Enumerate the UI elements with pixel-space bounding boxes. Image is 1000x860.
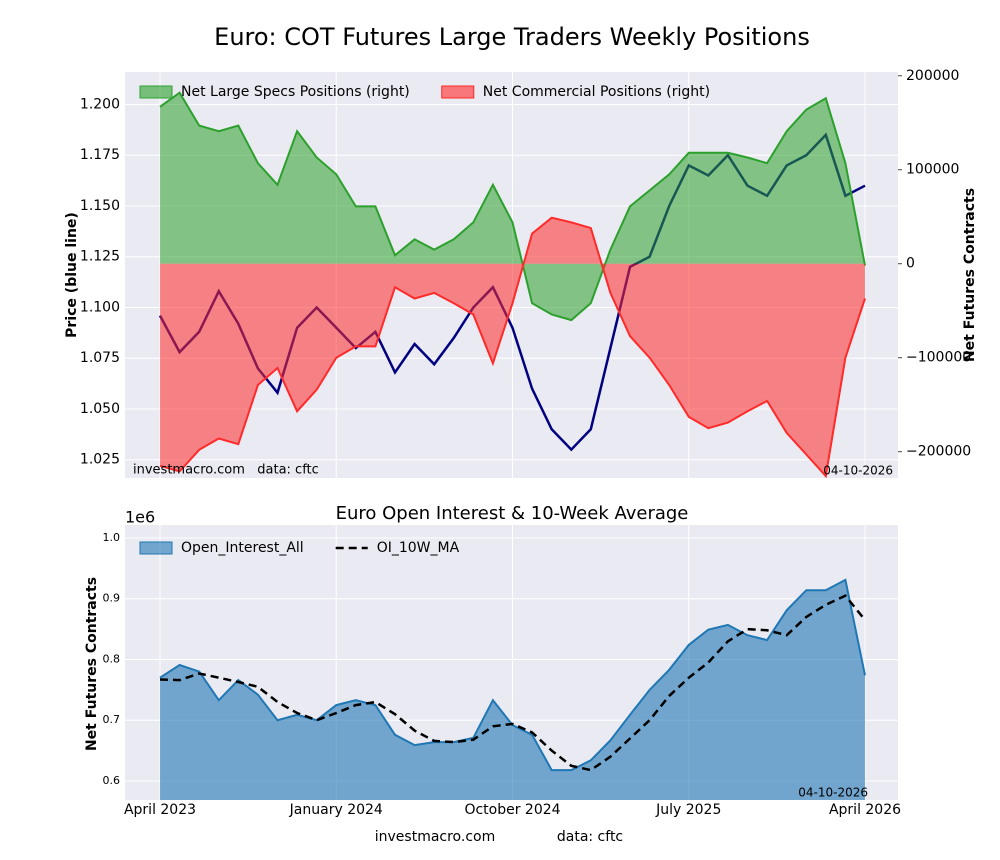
series-group bbox=[158, 91, 866, 478]
area-edge bbox=[159, 216, 866, 478]
legend-swatch bbox=[441, 85, 475, 99]
x-tick-label: April 2023 bbox=[124, 802, 196, 818]
line bbox=[159, 594, 866, 772]
y-axis-label: Price (blue line) bbox=[64, 212, 80, 338]
y2-tick-label: −100000 bbox=[906, 350, 971, 366]
x-tick-label: July 2025 bbox=[655, 802, 721, 818]
y-tick-label: 1.025 bbox=[80, 452, 120, 468]
chart-title: Euro: COT Futures Large Traders Weekly P… bbox=[214, 23, 810, 51]
chart-title: Euro Open Interest & 10-Week Average bbox=[336, 503, 689, 524]
legend-label: Net Commercial Positions (right) bbox=[483, 84, 710, 100]
y-tick-label: 1.150 bbox=[80, 198, 120, 214]
y2-tick-label: 100000 bbox=[906, 162, 959, 178]
y-tick-label: 1.200 bbox=[80, 96, 120, 112]
x-tick-label: January 2024 bbox=[289, 802, 383, 818]
y-tick-label: 0.6 bbox=[103, 774, 121, 787]
y-tick-label: 1.075 bbox=[80, 350, 120, 366]
area bbox=[160, 217, 865, 477]
y2-tick-label: 200000 bbox=[906, 68, 959, 84]
legend-label: Net Large Specs Positions (right) bbox=[181, 84, 410, 100]
y-tick-label: 0.8 bbox=[103, 652, 121, 665]
date-note: 04-10-2026 bbox=[823, 464, 893, 478]
y2-tick-label: −200000 bbox=[906, 444, 971, 460]
y-tick-label: 1.175 bbox=[80, 147, 120, 163]
series-group bbox=[159, 578, 866, 800]
y-tick-label: 0.7 bbox=[103, 713, 121, 726]
area bbox=[160, 579, 865, 800]
offset-text: 1e6 bbox=[125, 508, 155, 527]
legend-label: OI_10W_MA bbox=[377, 540, 460, 556]
x-tick-label: October 2024 bbox=[464, 802, 560, 818]
y-axis-label: Net Futures Contracts bbox=[84, 577, 100, 751]
y-tick-label: 0.9 bbox=[103, 592, 121, 605]
date-note: 04-10-2026 bbox=[798, 786, 868, 800]
y-tick-label: 1.050 bbox=[80, 401, 120, 417]
footer-site: investmacro.com bbox=[375, 829, 495, 845]
footer-source: data: cftc bbox=[557, 829, 623, 845]
source-note: investmacro.com data: cftc bbox=[133, 463, 319, 478]
area-edge bbox=[159, 91, 866, 322]
y-tick-label: 1.0 bbox=[103, 531, 121, 544]
y2-tick-label: 0 bbox=[906, 256, 915, 272]
legend-label: Open_Interest_All bbox=[181, 540, 304, 556]
y-tick-label: 1.100 bbox=[80, 299, 120, 315]
x-tick-label: April 2026 bbox=[829, 802, 901, 818]
legend-swatch bbox=[139, 541, 173, 555]
legend-swatch bbox=[139, 85, 173, 99]
y2-axis-label: Net Futures Contracts bbox=[962, 188, 978, 362]
y-tick-label: 1.125 bbox=[80, 249, 120, 265]
area bbox=[160, 92, 865, 321]
